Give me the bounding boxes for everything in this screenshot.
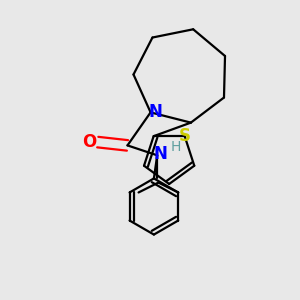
Text: N: N — [154, 145, 167, 163]
Text: O: O — [82, 133, 97, 151]
Text: S: S — [179, 127, 191, 145]
Text: H: H — [170, 140, 181, 154]
Text: N: N — [148, 103, 163, 122]
